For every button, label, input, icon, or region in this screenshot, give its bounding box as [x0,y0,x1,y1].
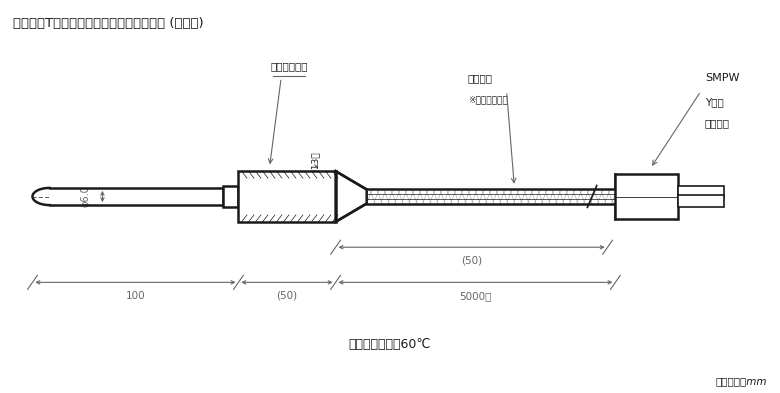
Text: φ（～13）: φ（～13） [312,151,321,185]
Bar [50,188,223,205]
Text: 基本単位：mm: 基本単位：mm [715,376,767,386]
Text: SMPW: SMPW [705,73,739,83]
Text: 100: 100 [126,291,145,301]
Bar [678,195,724,208]
Bar [367,189,615,204]
Text: (50): (50) [276,291,298,301]
Text: ※ビニール被覆: ※ビニール被覆 [468,96,508,105]
Text: 防水スリーブ: 防水スリーブ [270,62,308,72]
Polygon shape [335,171,367,222]
Text: 常用限界温度　60℃: 常用限界温度 60℃ [349,338,431,351]
Bar [678,185,724,198]
Bar [615,174,678,219]
Text: ムキダシ: ムキダシ [705,118,730,128]
Text: 外形図　T熱型　水中投入型水温センサー (淡水用): 外形図 T熱型 水中投入型水温センサー (淡水用) [13,17,204,30]
Text: (50): (50) [461,256,482,266]
Bar [223,185,239,208]
Text: Y端子: Y端子 [705,97,724,107]
Text: 5000～: 5000～ [459,291,491,301]
Text: リード線: リード線 [468,73,493,83]
Bar [239,171,335,222]
Text: φ6.0: φ6.0 [81,185,90,208]
